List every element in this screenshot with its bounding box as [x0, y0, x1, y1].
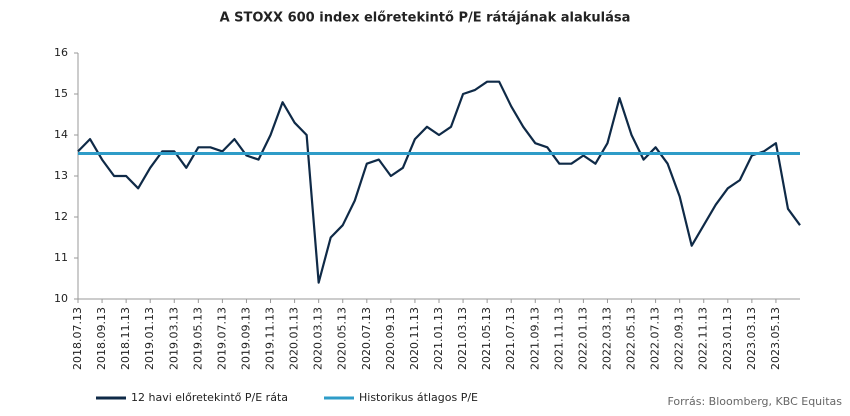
x-tick-label: 2020.07.13	[360, 307, 373, 370]
x-tick-label: 2019.05.13	[191, 307, 204, 370]
x-tick-label: 2022.05.13	[625, 307, 638, 370]
x-tick-label: 2023.01.13	[721, 307, 734, 370]
x-tick-label: 2021.03.13	[456, 307, 469, 370]
x-tick-label: 2018.07.13	[71, 307, 84, 370]
legend-label: 12 havi előretekintő P/E ráta	[131, 391, 288, 404]
chart-title: A STOXX 600 index előretekintő P/E rátáj…	[220, 11, 631, 26]
x-tick-label: 2023.05.13	[769, 307, 782, 370]
legend-label: Historikus átlagos P/E	[359, 391, 478, 404]
y-tick-label: 10	[54, 292, 68, 305]
y-tick-label: 11	[54, 251, 68, 264]
x-tick-label: 2018.09.13	[95, 307, 108, 370]
x-tick-label: 2021.11.13	[552, 307, 565, 370]
x-tick-label: 2019.01.13	[143, 307, 156, 370]
pe-line	[77, 80, 801, 284]
x-tick-label: 2020.11.13	[408, 307, 421, 370]
x-tick-label: 2018.11.13	[119, 307, 132, 370]
y-tick-label: 16	[54, 46, 68, 59]
x-tick-label: 2021.07.13	[504, 307, 517, 370]
x-tick-label: 2019.03.13	[167, 307, 180, 370]
x-tick-label: 2021.05.13	[480, 307, 493, 370]
x-tick-label: 2022.07.13	[649, 307, 662, 370]
y-tick-label: 12	[54, 210, 68, 223]
y-tick-label: 13	[54, 169, 68, 182]
x-tick-label: 2022.01.13	[576, 307, 589, 370]
y-tick-label: 15	[54, 87, 68, 100]
y-tick-label: 14	[54, 128, 68, 141]
x-tick-label: 2022.09.13	[673, 307, 686, 370]
x-tick-label: 2021.01.13	[432, 307, 445, 370]
x-tick-label: 2022.03.13	[600, 307, 613, 370]
source: Forrás: Bloomberg, KBC Equitas	[667, 395, 842, 408]
x-tick-label: 2019.11.13	[264, 307, 277, 370]
x-tick-label: 2019.09.13	[239, 307, 252, 370]
x-tick-label: 2020.01.13	[288, 307, 301, 370]
x-tick-label: 2022.11.13	[697, 307, 710, 370]
x-tick-label: 2020.03.13	[312, 307, 325, 370]
x-tick-label: 2021.09.13	[528, 307, 541, 370]
x-tick-label: 2020.05.13	[336, 307, 349, 370]
x-tick-label: 2023.03.13	[745, 307, 758, 370]
x-tick-label: 2020.09.13	[384, 307, 397, 370]
x-tick-label: 2019.07.13	[215, 307, 228, 370]
